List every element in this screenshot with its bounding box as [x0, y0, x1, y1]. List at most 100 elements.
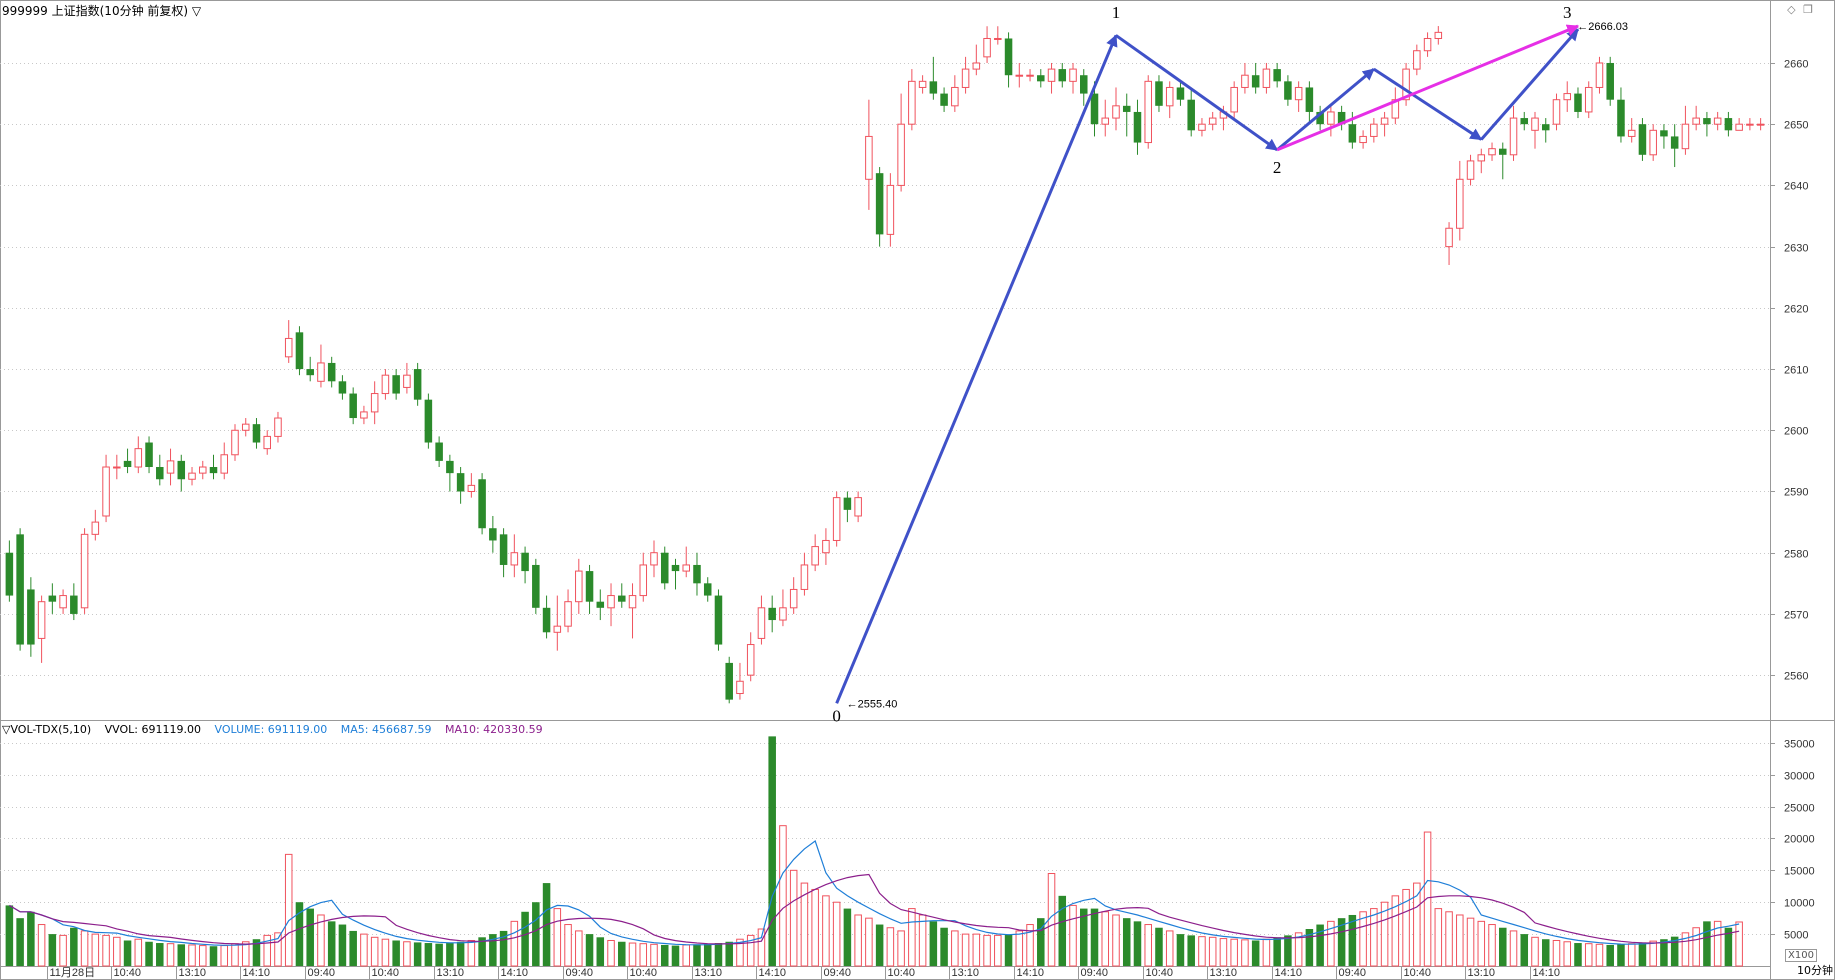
volume-bar: [1402, 888, 1410, 967]
vvol-value: VVOL: 691119.00: [104, 723, 201, 736]
volume-bar: [1735, 921, 1743, 967]
time-tick-label: 14:10: [1017, 967, 1045, 979]
volume-bar: [392, 940, 400, 966]
volume-indicator-title[interactable]: ▽VOL-TDX(5,10): [2, 723, 92, 736]
volume-bar: [1251, 940, 1260, 966]
ma5-line: [9, 840, 1740, 946]
candle-body: [381, 374, 390, 395]
candle-body: [757, 607, 766, 639]
restore-window-icon[interactable]: ❐: [1803, 3, 1813, 16]
time-tick-label: 10:40: [630, 967, 658, 979]
candle-body: [746, 644, 755, 676]
volume-bar: [703, 943, 712, 966]
volume-bar: [274, 932, 282, 967]
candle-body: [1638, 124, 1647, 155]
candle-body: [1488, 148, 1496, 156]
candle-body: [1681, 123, 1690, 150]
candle-body: [1359, 135, 1367, 144]
price-tick-label: 2620: [1784, 304, 1808, 316]
volume-bar: [456, 941, 465, 966]
volume-bar: [80, 930, 89, 967]
candle-body: [693, 564, 701, 584]
candle-body: [628, 595, 637, 609]
candle-body: [1746, 123, 1754, 126]
volume-bar: [510, 920, 519, 967]
volume-bar: [1434, 908, 1443, 967]
candle-body: [854, 497, 862, 517]
volume-bar: [972, 933, 981, 967]
window-controls: ◇ ❐: [1783, 3, 1813, 16]
volume-bar: [1155, 927, 1163, 966]
volume-bar: [1531, 936, 1539, 967]
candle-body: [16, 534, 24, 645]
candle-body: [1015, 74, 1024, 77]
volume-bar: [660, 944, 669, 966]
candle-body: [1348, 124, 1357, 143]
candle-body: [199, 466, 207, 474]
volume-bar: [1520, 934, 1529, 966]
candle-body: [886, 184, 895, 235]
diamond-icon[interactable]: ◇: [1787, 3, 1796, 16]
volume-bar: [199, 945, 207, 967]
volume-bar: [370, 936, 379, 967]
volume-bar: [231, 943, 239, 967]
candle-body: [1133, 111, 1142, 143]
volume-bar: [1058, 895, 1067, 966]
volume-bar: [1133, 921, 1142, 966]
candle-body: [306, 369, 314, 376]
volume-bar: [145, 941, 153, 966]
candle-body: [166, 460, 175, 474]
volume-bar: [156, 943, 164, 966]
candle-body: [338, 381, 347, 394]
candle-body: [897, 123, 905, 186]
candle-body: [1477, 154, 1486, 162]
time-tick-label: 14:10: [1533, 967, 1561, 979]
volume-panel-info: ▽VOL-TDX(5,10) VVOL: 691119.00 VOLUME: 6…: [2, 723, 553, 736]
wave-line: [835, 34, 1118, 704]
volume-bar: [435, 943, 443, 966]
price-tick-label: 2660: [1784, 59, 1808, 71]
volume-bar: [1670, 936, 1679, 966]
candle-body: [865, 135, 873, 180]
volume-bar: [1015, 930, 1024, 967]
candle-body: [295, 332, 304, 370]
time-tick-label: 10:40: [372, 967, 400, 979]
candle-body: [1445, 227, 1453, 248]
candle-body: [1380, 117, 1389, 125]
volume-bar: [123, 940, 132, 966]
time-tick-label: 14:10: [243, 967, 271, 979]
volume-bar: [650, 943, 658, 967]
volume-bar: [1660, 939, 1668, 966]
volume-bar: [1692, 927, 1700, 967]
candle-body: [360, 411, 368, 419]
volume-bar: [1198, 936, 1206, 967]
volume-bar: [188, 944, 196, 967]
candle-body: [1112, 105, 1120, 119]
volume-bar: [1144, 924, 1152, 967]
timeframe-label[interactable]: 10分钟: [1797, 964, 1833, 977]
candle-body: [972, 62, 981, 70]
volume-bar: [961, 933, 970, 967]
wave-line: [1115, 34, 1279, 152]
volume-bar: [27, 911, 35, 966]
candle-body: [1456, 178, 1464, 229]
wave-line: [1276, 24, 1580, 152]
volume-bar: [113, 936, 121, 967]
candle-body: [1004, 38, 1013, 76]
volume-bar: [1713, 920, 1722, 967]
volume-bar: [1316, 924, 1324, 966]
volume-bar: [800, 882, 809, 967]
price-tick-label: 2570: [1784, 610, 1808, 622]
candle-body: [951, 86, 959, 107]
candle-body: [1037, 75, 1045, 82]
volume-bar: [327, 921, 336, 966]
candle-body: [1584, 86, 1593, 113]
candle-body: [1155, 81, 1163, 106]
candle-body: [1090, 93, 1099, 125]
volume-bar: [295, 902, 304, 966]
volume-bar: [338, 924, 347, 966]
volume-bar: [918, 914, 927, 967]
candle-body: [27, 589, 35, 645]
volume-bar: [1026, 924, 1034, 967]
